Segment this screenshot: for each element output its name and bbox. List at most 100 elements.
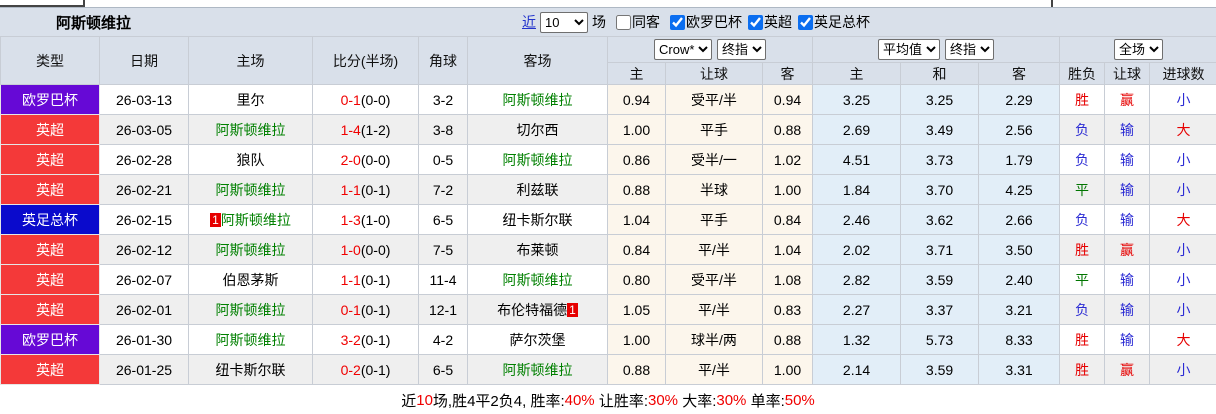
halftime-score: (0-0) (360, 91, 391, 108)
col-header-odds-handicap: 让球 (665, 62, 763, 85)
type-badge: 英足总杯 (0, 204, 100, 235)
avg-home: 2.46 (812, 204, 902, 235)
competition-filter[interactable]: 英足总杯 (798, 12, 870, 32)
home-team: 阿斯顿维拉 (188, 114, 313, 145)
result-outcome: 平 (1059, 174, 1106, 205)
home-team-name: 阿斯顿维拉 (215, 331, 286, 348)
avg-away: 2.66 (978, 204, 1061, 235)
corner-score: 0-5 (418, 144, 468, 175)
match-row: 欧罗巴杯 26-01-30 阿斯顿维拉 3-2(0-1) 4-2 萨尔茨堡 1.00 球半/两… (0, 324, 1216, 355)
odds-home: 0.88 (607, 174, 666, 205)
odds-handicap: 平手 (665, 114, 763, 145)
home-team-name: 阿斯顿维拉 (215, 181, 286, 198)
competition-checkbox[interactable] (798, 14, 813, 30)
halftime-score: (0-1) (360, 181, 391, 198)
same-venue-checkbox[interactable] (616, 14, 631, 30)
score: 1-1(0-1) (312, 264, 419, 295)
type-badge: 英超 (0, 174, 100, 205)
odds-group-header: Crow* 终指 (606, 36, 814, 63)
away-team: 阿斯顿维拉 (467, 84, 608, 115)
recent-count-select[interactable]: 10 (540, 11, 588, 33)
match-date: 26-01-30 (99, 324, 189, 355)
result-goals: 大 (1149, 114, 1216, 145)
bookmaker-select[interactable]: Crow* (654, 39, 713, 60)
corner-score: 7-2 (418, 174, 468, 205)
away-team: 阿斯顿维拉 (467, 144, 608, 175)
fulltime-score: 2-0 (340, 151, 361, 168)
fulltime-score: 0-2 (340, 361, 361, 378)
result-outcome: 胜 (1059, 84, 1106, 115)
halftime-score: (0-0) (360, 241, 391, 258)
away-team-name: 切尔西 (516, 121, 559, 138)
match-row: 英超 26-02-01 阿斯顿维拉 0-1(0-1) 12-1 布伦特福德 1 1.05 平/半… (0, 294, 1216, 325)
odds-handicap: 受半/一 (665, 144, 763, 175)
competition-checkbox[interactable] (670, 14, 685, 30)
avg-away: 3.50 (978, 234, 1061, 265)
competition-filters: 欧罗巴杯 英超 英足总杯 (664, 12, 870, 32)
fulltime-score: 1-1 (340, 181, 361, 198)
col-header-type: 类型 (0, 36, 100, 85)
odds-home: 0.86 (607, 144, 666, 175)
away-team: 阿斯顿维拉 (467, 354, 608, 385)
col-header-goals-result: 进球数 (1149, 62, 1216, 85)
home-team: 1 阿斯顿维拉 (188, 204, 313, 235)
away-team: 阿斯顿维拉 (467, 264, 608, 295)
match-date: 26-03-13 (99, 84, 189, 115)
result-outcome: 平 (1059, 264, 1106, 295)
avg-home: 1.84 (812, 174, 902, 205)
same-venue-filter[interactable]: 同客 (616, 12, 660, 32)
home-team-name: 阿斯顿维拉 (220, 211, 291, 228)
away-team-name: 布莱顿 (516, 241, 559, 258)
recent-link[interactable]: 近 (522, 14, 536, 30)
summary-segment: 30% (648, 391, 679, 409)
odds-home: 0.84 (607, 234, 666, 265)
avg-draw: 3.25 (900, 84, 980, 115)
avg-away: 3.21 (978, 294, 1061, 325)
toolbar-controls: 近 10 场 同客 欧罗巴杯 英超 英足总杯 (522, 11, 870, 33)
summary-segment: 大率: (678, 392, 717, 410)
score: 0-1(0-1) (312, 294, 419, 325)
away-team: 利兹联 (467, 174, 608, 205)
fragment-border (83, 0, 85, 7)
home-team: 纽卡斯尔联 (188, 354, 313, 385)
summary-segment: 50% (784, 391, 815, 409)
odds-stage-select[interactable]: 终指 (717, 39, 767, 60)
odds-away: 1.02 (761, 144, 814, 175)
odds-home: 1.04 (607, 204, 666, 235)
corner-score: 3-2 (418, 84, 468, 115)
col-header-date: 日期 (99, 36, 189, 85)
match-date: 26-02-01 (99, 294, 189, 325)
away-team-name: 纽卡斯尔联 (502, 211, 573, 228)
result-outcome: 负 (1059, 204, 1106, 235)
period-select[interactable]: 全场 (1114, 39, 1164, 60)
odds-away: 0.88 (761, 114, 814, 145)
result-goals: 小 (1149, 144, 1216, 175)
match-row: 英超 26-02-07 伯恩茅斯 1-1(0-1) 11-4 阿斯顿维拉 0.80 受平/半 1… (0, 264, 1216, 295)
corner-score: 3-8 (418, 114, 468, 145)
fulltime-score: 3-2 (340, 331, 361, 348)
competition-checkbox[interactable] (748, 14, 763, 30)
competition-filter-label: 英超 (764, 14, 792, 30)
match-date: 26-02-12 (99, 234, 189, 265)
result-outcome: 胜 (1059, 354, 1106, 385)
avg-draw: 3.70 (900, 174, 980, 205)
odds-away: 0.83 (761, 294, 814, 325)
average-select[interactable]: 平均值 (878, 39, 941, 60)
away-team: 布伦特福德 1 (467, 294, 608, 325)
odds-handicap: 受平/半 (665, 264, 763, 295)
summary-segment: 10 (416, 391, 433, 409)
col-header-handicap-result: 让球 (1104, 62, 1151, 85)
result-goals: 小 (1149, 234, 1216, 265)
result-group-header: 全场 (1059, 36, 1216, 63)
avg-draw: 3.73 (900, 144, 980, 175)
competition-filter[interactable]: 英超 (748, 12, 792, 32)
average-group-header: 平均值 终指 (812, 36, 1061, 63)
match-row: 英超 26-02-28 狼队 2-0(0-0) 0-5 阿斯顿维拉 0.86 受半/一 1.02… (0, 144, 1216, 175)
average-stage-select[interactable]: 终指 (945, 39, 995, 60)
halftime-score: (0-1) (360, 301, 391, 318)
competition-filter[interactable]: 欧罗巴杯 (670, 12, 742, 32)
match-date: 26-02-21 (99, 174, 189, 205)
match-row: 英足总杯 26-02-15 1 阿斯顿维拉 1-3(1-0) 6-5 纽卡斯尔联 1.04 平手… (0, 204, 1216, 235)
result-goals: 小 (1149, 264, 1216, 295)
home-team-name: 阿斯顿维拉 (215, 301, 286, 318)
